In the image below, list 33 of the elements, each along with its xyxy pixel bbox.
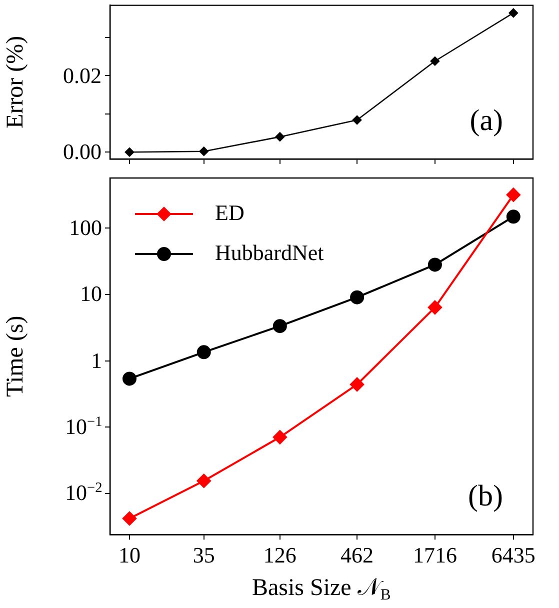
x-tick-label: 6435: [491, 542, 536, 568]
y-tick-label: 10: [80, 281, 102, 306]
point: [352, 115, 362, 125]
x-tick-label: 462: [340, 542, 374, 568]
y-tick-label: 0.02: [63, 62, 102, 88]
point: [272, 430, 287, 444]
point: [428, 300, 442, 314]
point: [272, 319, 287, 334]
legend-label: HubbardNet: [215, 240, 324, 265]
x-axis-title: Basis Size 𝒩$_{B}$: [252, 575, 391, 604]
point: [350, 377, 364, 392]
x-tick-label: 126: [263, 542, 296, 568]
x-tick-label: 1716: [412, 542, 457, 568]
point: [428, 258, 442, 272]
annotation: (a): [470, 104, 503, 137]
legend-label: ED: [215, 200, 244, 225]
x-tick-label: 35: [192, 542, 215, 568]
y-tick-label: 10$^{−1}$: [65, 414, 102, 440]
y-tick-label: 0.00: [63, 139, 102, 164]
y-tick-label: 1: [91, 348, 102, 373]
y-axis-title: Time (s): [2, 316, 29, 397]
point: [430, 56, 440, 66]
y-tick-label: 100: [69, 215, 102, 240]
point: [196, 474, 211, 488]
point: [275, 132, 285, 142]
y-axis-title: Error (%): [2, 36, 29, 128]
point: [199, 146, 209, 156]
annotation: (b): [468, 479, 503, 512]
y-tick-label: 10$^{−2}$: [65, 480, 102, 506]
point: [196, 345, 211, 360]
x-tick-label: 10: [118, 542, 140, 568]
point: [508, 8, 518, 18]
point: [350, 290, 364, 304]
